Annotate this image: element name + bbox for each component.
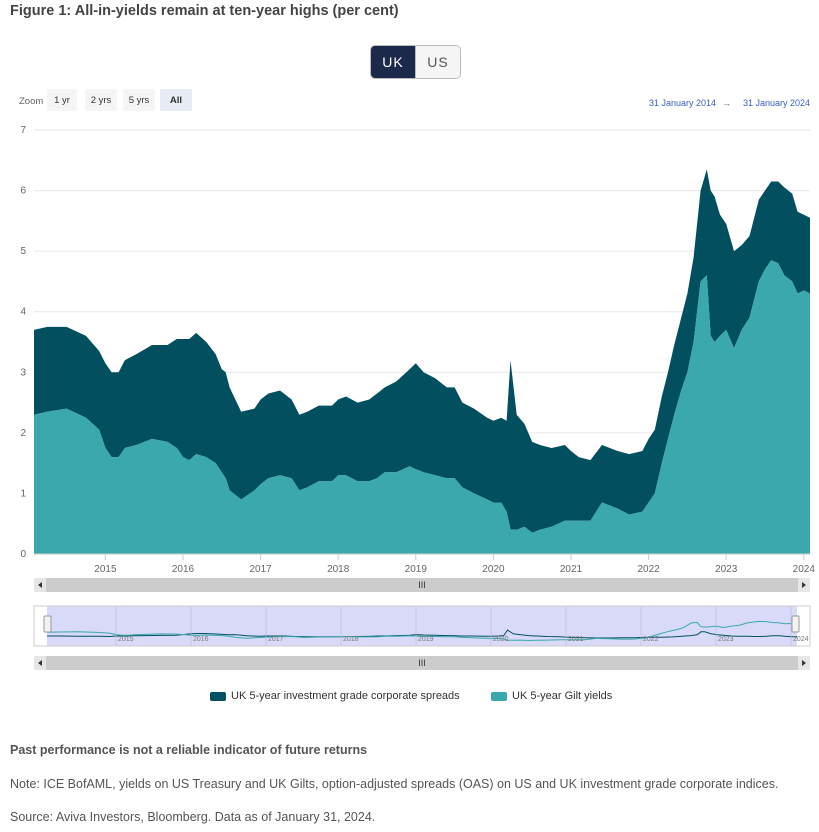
footnote: Note: ICE BofAML, yields on US Treasury … <box>10 777 779 791</box>
toggle-us-button[interactable]: US <box>415 46 460 78</box>
zoom-all-button[interactable]: All <box>160 89 192 111</box>
zoom-2yrs-button[interactable]: 2 yrs <box>85 89 117 111</box>
navigator-spreads-line <box>47 629 797 639</box>
y-tick-label: 3 <box>20 367 26 378</box>
x-tick-label: 2017 <box>249 564 272 575</box>
zoom-label: Zoom <box>19 96 44 107</box>
x-tick-label: 2023 <box>715 564 738 575</box>
yield-chart: 0 1 2 3 4 5 6 7 2015 2016 2017 2018 2019 2020 2021 2022… <box>20 125 815 670</box>
range-from-date[interactable]: 31 January 2014 <box>649 98 717 108</box>
spreads-area <box>34 169 810 533</box>
chevron-left-icon <box>38 660 42 666</box>
x-tick-label: 2019 <box>405 564 428 575</box>
legend-label-spreads: UK 5-year investment grade corporate spr… <box>231 690 460 702</box>
legend-label-gilts: UK 5-year Gilt yields <box>512 690 613 702</box>
navigator-left-handle[interactable] <box>43 615 52 633</box>
navigator-tick-label: 2024 <box>793 636 809 643</box>
legend-swatch-spreads <box>210 691 226 701</box>
zoom-5yrs-button[interactable]: 5 yrs <box>123 89 155 111</box>
navigator-tick-label: 2020 <box>493 636 509 643</box>
navigator-gilts-line <box>46 620 798 642</box>
y-tick-label: 2 <box>20 428 26 439</box>
range-arrow: → <box>722 98 731 108</box>
x-tick-label: 2020 <box>482 564 505 575</box>
nav-scrollbar-grip: III <box>418 658 426 668</box>
legend-item-gilts[interactable]: UK 5-year Gilt yields <box>491 690 612 702</box>
x-tick-label: 2021 <box>560 564 583 575</box>
x-tick-label: 2016 <box>172 564 195 575</box>
navigator-tick-label: 2015 <box>118 636 134 643</box>
y-tick-label: 1 <box>20 488 26 499</box>
navigator-series <box>46 606 798 646</box>
region-toggle: UK US <box>370 45 461 79</box>
source-line: Source: Aviva Investors, Bloomberg. Data… <box>10 810 376 824</box>
y-tick-label: 0 <box>20 549 26 560</box>
performance-disclaimer: Past performance is not a reliable indic… <box>10 743 368 757</box>
navigator-tick-label: 2022 <box>643 636 659 643</box>
x-tick-label: 2024 <box>793 564 816 575</box>
navigator-tick-label: 2019 <box>418 636 434 643</box>
toggle-uk-button[interactable]: UK <box>371 46 415 78</box>
chevron-left-icon <box>38 582 42 588</box>
navigator-tick-label: 2023 <box>718 636 734 643</box>
chevron-right-icon <box>802 582 806 588</box>
navigator-tick-label: 2016 <box>193 636 209 643</box>
nav-scrollbar-thumb[interactable] <box>46 656 798 670</box>
range-to-date[interactable]: 31 January 2024 <box>743 98 811 108</box>
navigator-tick-label: 2018 <box>343 636 359 643</box>
zoom-1yr-button[interactable]: 1 yr <box>47 89 77 111</box>
chevron-right-icon <box>802 660 806 666</box>
main-scrollbar-thumb[interactable] <box>46 578 798 592</box>
navigator-tick-label: 2017 <box>268 636 284 643</box>
figure-title: Figure 1: All-in-yields remain at ten-ye… <box>10 3 399 19</box>
x-tick-label: 2018 <box>327 564 350 575</box>
area-series <box>34 169 810 554</box>
navigator-selection <box>47 606 797 646</box>
x-tick-label: 2022 <box>637 564 660 575</box>
gilts-area <box>34 260 810 554</box>
navigator-right-handle[interactable] <box>791 615 800 633</box>
navigator-tick-label: 2021 <box>568 636 584 643</box>
y-tick-label: 6 <box>20 186 26 197</box>
navigator-axis: 2015 2016 2017 2018 2019 2020 2021 2022 2023 2024 <box>115 606 809 646</box>
y-tick-label: 7 <box>20 125 26 136</box>
y-tick-label: 4 <box>20 307 26 318</box>
axes: 0 1 2 3 4 5 6 7 2015 2016 2017 2018 2019 2020 2021 2022… <box>20 125 815 575</box>
legend-item-spreads[interactable]: UK 5-year investment grade corporate spr… <box>210 690 460 702</box>
navigator-frame <box>33 605 811 647</box>
x-tick-label: 2015 <box>94 564 117 575</box>
y-tick-label: 5 <box>20 246 26 257</box>
legend-swatch-gilts <box>491 691 507 701</box>
main-scrollbar-grip: III <box>418 580 426 590</box>
